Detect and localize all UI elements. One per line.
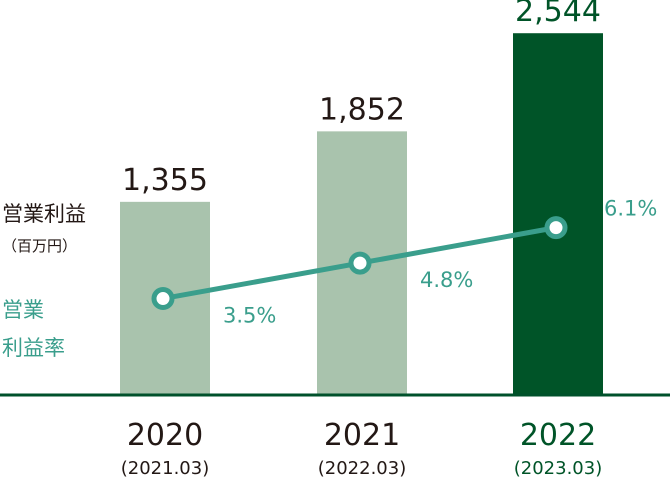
bar-value-label: 2,544 [515,0,601,29]
x-subtick-label: (2021.03) [121,458,209,479]
margin-label-line1: 営業 [2,298,44,322]
margin-point-2020 [151,287,175,311]
x-tick-label: 2021 [324,418,400,453]
margin-value-label: 4.8% [420,268,473,292]
margin-value-label: 6.1% [604,197,657,221]
x-subtick-label: (2023.03) [514,458,602,479]
bar-2022 [513,33,603,395]
x-tick-label: 2022 [520,418,596,453]
x-tick-label: 2020 [127,418,203,453]
x-subtick-label: (2022.03) [318,458,406,479]
bar-value-label: 1,852 [319,92,405,127]
margin-point-2021 [348,251,372,275]
profit-unit-label: （百万円） [2,237,78,255]
bar-value-label: 1,355 [122,163,208,198]
margin-value-label: 3.5% [223,304,276,328]
margin-point-2022 [544,216,568,240]
profit-axis-label: 営業利益 [2,202,86,226]
margin-label-line2: 利益率 [2,336,65,360]
